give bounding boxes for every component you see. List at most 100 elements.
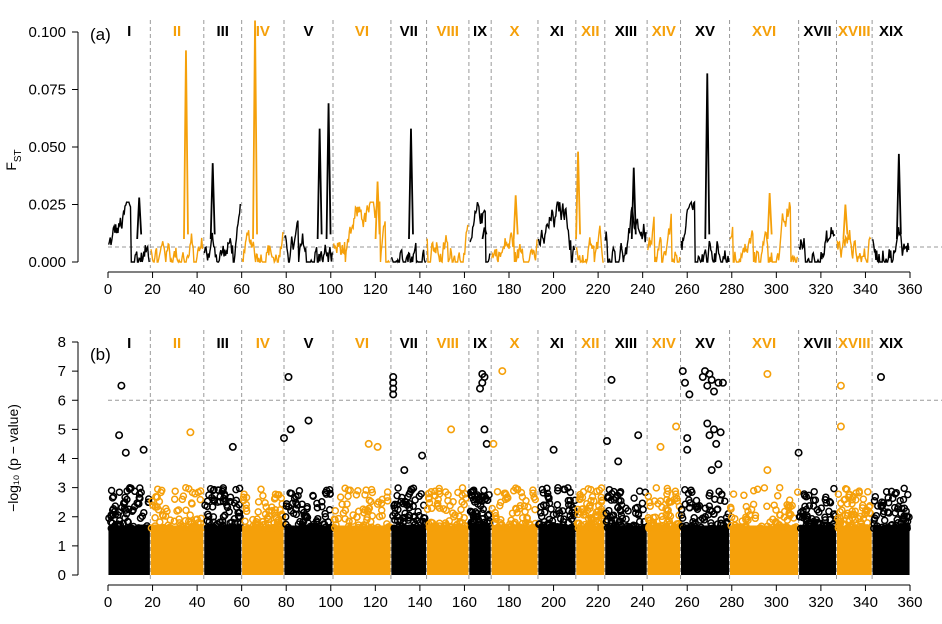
- pvalue-snp-point: [760, 484, 769, 492]
- pvalue-snp-point: [884, 498, 893, 507]
- pvalue-snp-point: [479, 505, 488, 514]
- pvalue-snp-point: [254, 508, 262, 516]
- pvalue-snp-point: [218, 487, 227, 496]
- fst-y-tick-label: 0.000: [28, 254, 66, 271]
- pvalue-snp-point: [374, 498, 383, 506]
- pvalue-snp-point: [368, 488, 377, 497]
- pvalue-snp-point: [408, 486, 416, 494]
- pvalue-snp-point: [598, 508, 606, 516]
- pvalue-snp-point: [514, 522, 522, 531]
- fst-peak: [374, 181, 381, 240]
- pvalue-snp-point: [864, 488, 872, 496]
- pvalue-snp-point: [322, 490, 331, 498]
- pvalue-x-tick-label: 20: [144, 594, 161, 611]
- fst-series-II: [150, 233, 204, 264]
- pvalue-panel: I II III IV V VI VII VIII IX X XI XII XIII XIV XV XVI XV…: [5, 330, 942, 611]
- pvalue-snp-point: [467, 518, 475, 527]
- pvalue-snp-point: [866, 501, 874, 510]
- pvalue-snp-point: [354, 521, 363, 529]
- pvalue-outlier-point: [705, 431, 714, 440]
- pvalue-snp-point: [855, 522, 864, 531]
- pvalue-snp-point: [770, 501, 778, 509]
- fst-x-tick-label: 40: [189, 281, 206, 298]
- pvalue-snp-point: [797, 508, 805, 517]
- pvalue-snp-core-IX: [469, 525, 491, 575]
- pvalue-snp-point: [496, 501, 504, 510]
- pvalue-snp-point: [530, 493, 538, 501]
- pvalue-snp-point: [232, 485, 240, 494]
- pvalue-outlier-point: [549, 445, 558, 454]
- pvalue-snp-point: [108, 494, 117, 502]
- pvalue-outlier-point: [716, 428, 725, 437]
- panel-a-label: (a): [90, 25, 111, 44]
- fst-chromosome-label: X: [510, 23, 520, 40]
- pvalue-snp-point: [539, 489, 548, 497]
- pvalue-snp-point: [843, 524, 851, 533]
- pvalue-snp-point: [851, 515, 859, 524]
- pvalue-snp-point: [344, 492, 352, 500]
- fst-chromosome-label: XII: [581, 23, 599, 40]
- pvalue-snp-point: [904, 490, 912, 499]
- pvalue-x-tick-label: 260: [675, 594, 700, 611]
- pvalue-outlier-point: [489, 439, 498, 448]
- pvalue-snp-point: [830, 484, 838, 493]
- pvalue-snp-point: [644, 492, 653, 501]
- pvalue-snp-point: [741, 523, 750, 532]
- pvalue-chromosome-label: XVII: [803, 335, 831, 352]
- pvalue-snp-point: [509, 486, 518, 495]
- pvalue-snp-point: [580, 508, 588, 516]
- pvalue-snp-point: [583, 506, 592, 515]
- fst-chromosome-label: III: [216, 23, 229, 40]
- fst-chromosome-dividers: [149, 20, 873, 268]
- fst-x-tick-label: 0: [104, 281, 112, 298]
- pvalue-snp-point: [394, 484, 402, 492]
- pvalue-snp-point: [244, 524, 252, 532]
- pvalue-snp-point: [845, 490, 854, 499]
- pvalue-snp-point: [231, 519, 239, 527]
- pvalue-snp-point: [223, 503, 232, 512]
- fst-series-IX: [469, 201, 491, 263]
- fst-series-VII: [390, 242, 426, 264]
- pvalue-snp-point: [129, 506, 137, 514]
- pvalue-snp-point: [892, 488, 901, 497]
- pvalue-snp-point: [272, 513, 280, 521]
- pvalue-snp-point: [584, 514, 593, 523]
- pvalue-snp-point: [300, 508, 308, 517]
- pvalue-snp-point: [663, 507, 672, 515]
- pvalue-snp-point: [902, 507, 910, 515]
- pvalue-snp-point: [134, 500, 142, 508]
- pvalue-snp-point: [336, 493, 345, 501]
- pvalue-snp-point: [870, 516, 879, 524]
- pvalue-snp-point: [417, 490, 425, 498]
- pvalue-snp-point: [435, 519, 444, 527]
- pvalue-snp-point: [282, 500, 291, 508]
- pvalue-snp-point: [607, 516, 616, 525]
- pvalue-snp-point: [776, 511, 784, 519]
- pvalue-snp-point: [520, 502, 529, 510]
- pvalue-snp-point: [870, 520, 878, 528]
- fst-peak: [252, 20, 258, 240]
- fst-chromosome-label: XIV: [652, 23, 676, 40]
- fst-x-tick-label: 280: [719, 281, 744, 298]
- pvalue-snp-point: [196, 487, 205, 495]
- pvalue-snp-point: [751, 511, 760, 520]
- pvalue-snp-point: [753, 485, 762, 494]
- pvalue-outlier-point: [121, 448, 130, 457]
- pvalue-snp-point: [701, 504, 710, 512]
- pvalue-snp-point: [544, 492, 552, 501]
- pvalue-snp-point: [474, 500, 482, 508]
- pvalue-outlier-point: [714, 460, 723, 469]
- pvalue-snp-point: [524, 503, 532, 511]
- pvalue-snp-point: [108, 519, 116, 527]
- pvalue-snp-point: [473, 524, 482, 533]
- pvalue-snp-point: [844, 509, 852, 517]
- pvalue-snp-point: [805, 502, 814, 510]
- pvalue-snp-point: [148, 497, 156, 506]
- pvalue-snp-point: [259, 491, 267, 500]
- fst-axes: 0.000 0.025 0.050 0.075 0.100 0 20 40 60 80 100 120…: [28, 24, 922, 298]
- pvalue-snp-point: [859, 495, 868, 503]
- pvalue-snp-point: [419, 501, 428, 510]
- pvalue-outlier-point: [709, 387, 718, 396]
- pvalue-snp-point: [331, 515, 339, 524]
- pvalue-snp-point: [271, 490, 280, 498]
